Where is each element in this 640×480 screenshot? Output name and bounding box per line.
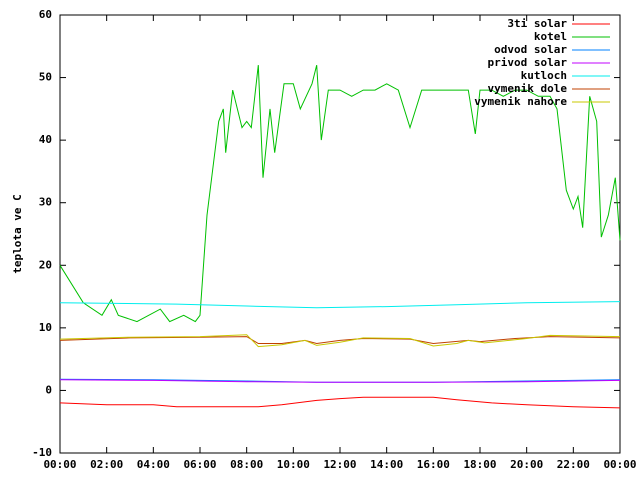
x-tick-label: 00:00 — [603, 458, 636, 471]
x-tick-label: 08:00 — [230, 458, 263, 471]
y-tick-label: 60 — [39, 8, 52, 21]
x-tick-label: 20:00 — [510, 458, 543, 471]
y-tick-label: 0 — [45, 383, 52, 396]
legend-label: kutloch — [521, 69, 567, 82]
series-line — [59, 396, 621, 409]
series-line — [59, 334, 621, 348]
series-line — [59, 64, 621, 323]
y-axis-label: teplota ve C — [11, 194, 24, 273]
x-tick-label: 10:00 — [277, 458, 310, 471]
x-tick-label: 06:00 — [183, 458, 216, 471]
legend-label: privod solar — [488, 56, 568, 69]
x-tick-label: 12:00 — [323, 458, 356, 471]
x-tick-label: 18:00 — [463, 458, 496, 471]
legend-label: kotel — [534, 30, 567, 43]
x-tick-label: 14:00 — [370, 458, 403, 471]
legend-label: odvod solar — [494, 43, 567, 56]
series-line — [59, 301, 621, 309]
x-tick-label: 04:00 — [137, 458, 170, 471]
x-tick-label: 00:00 — [43, 458, 76, 471]
legend-label: 3ti solar — [507, 17, 567, 30]
legend-label: vymenik nahore — [474, 95, 567, 108]
series-line — [59, 336, 621, 345]
y-tick-label: 20 — [39, 258, 52, 271]
x-tick-label: 02:00 — [90, 458, 123, 471]
y-tick-label: 10 — [39, 321, 52, 334]
y-tick-label: 40 — [39, 133, 52, 146]
legend-label: vymenik dole — [488, 82, 568, 95]
y-tick-label: 50 — [39, 71, 52, 84]
x-tick-label: 22:00 — [557, 458, 590, 471]
y-tick-label: 30 — [39, 196, 52, 209]
series-line — [59, 379, 621, 383]
x-tick-label: 16:00 — [417, 458, 450, 471]
y-tick-label: -10 — [32, 446, 52, 459]
